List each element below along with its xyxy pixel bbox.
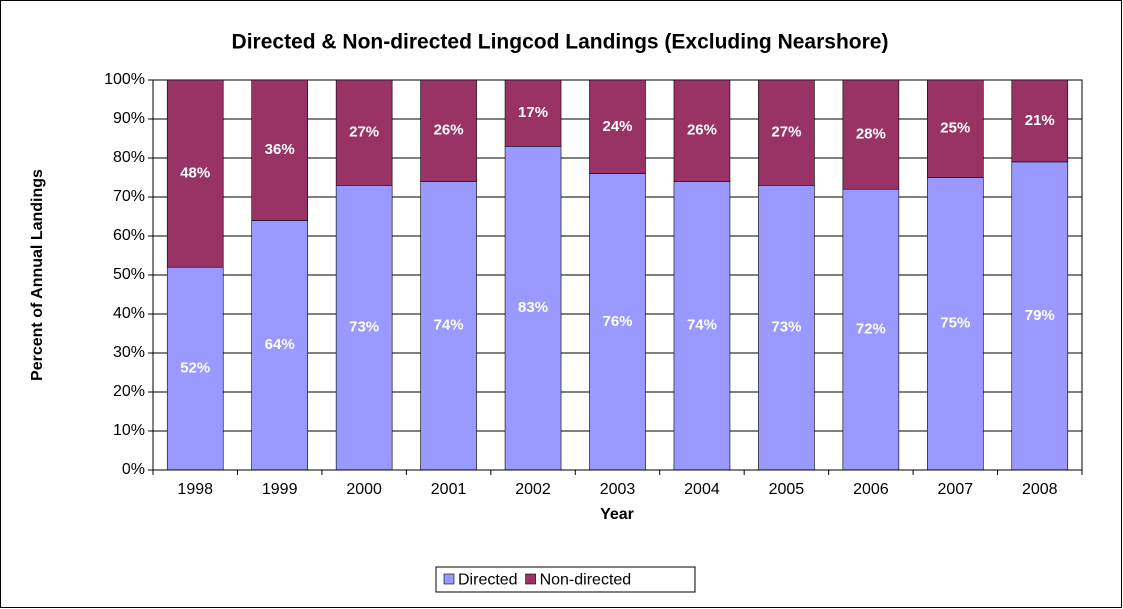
y-tick-label: 20%	[113, 383, 145, 400]
bar-segment	[673, 181, 731, 471]
bar-segment	[166, 266, 224, 471]
x-tick-label: 2002	[515, 481, 551, 498]
y-tick-label: 80%	[113, 149, 145, 166]
bar-segment	[589, 79, 646, 174]
x-axis-title: Year	[600, 506, 634, 523]
legend-swatch	[525, 573, 536, 585]
data-label: 83%	[518, 299, 548, 316]
bar-segment	[842, 188, 900, 471]
data-label: 73%	[771, 319, 801, 336]
data-label: 24%	[602, 118, 632, 135]
chart-title: Directed & Non-directed Lingcod Landings…	[232, 31, 889, 54]
data-label: 74%	[434, 317, 464, 334]
x-tick-label: 2007	[938, 481, 974, 498]
x-tick-label: 1998	[177, 481, 213, 498]
y-tick-label: 0%	[122, 461, 145, 478]
data-label: 74%	[687, 317, 717, 334]
y-tick-label: 70%	[113, 188, 145, 205]
data-label: 36%	[265, 141, 295, 158]
x-tick-label: 2001	[431, 481, 467, 498]
bar-segment	[504, 79, 562, 147]
bar-segment	[166, 79, 224, 268]
x-tick-label: 2000	[346, 481, 382, 498]
y-tick-label: 40%	[113, 305, 145, 322]
data-label: 76%	[602, 313, 632, 330]
data-label: 28%	[856, 126, 886, 143]
y-tick-label: 30%	[113, 344, 145, 361]
bar-segment	[673, 79, 731, 182]
data-label: 26%	[687, 122, 717, 139]
bar-segment	[927, 79, 984, 178]
y-tick-label: 90%	[113, 110, 145, 127]
data-label: 72%	[856, 321, 886, 338]
data-label: 25%	[940, 120, 970, 137]
bar-segment	[1011, 79, 1069, 163]
data-label: 73%	[349, 319, 379, 336]
data-label: 27%	[771, 124, 801, 141]
legend-box	[435, 566, 696, 593]
y-tick-label: 100%	[104, 71, 145, 88]
x-tick-label: 1999	[262, 481, 298, 498]
x-tick-label: 2003	[600, 481, 636, 498]
bar-segment	[758, 79, 815, 186]
bar-segment	[251, 79, 308, 221]
bar-segment	[589, 173, 646, 471]
bar-segment	[251, 220, 308, 471]
bar-segment	[335, 79, 393, 186]
bar-segment	[842, 79, 900, 190]
legend-label: Directed	[458, 572, 518, 589]
legend-label: Non-directed	[540, 572, 632, 589]
x-tick-label: 2005	[769, 481, 805, 498]
bar-segment	[420, 181, 477, 471]
y-tick-label: 60%	[113, 227, 145, 244]
x-tick-label: 2004	[684, 481, 720, 498]
y-tick-label: 10%	[113, 422, 145, 439]
data-label: 79%	[1025, 307, 1055, 324]
x-tick-label: 2008	[1022, 481, 1058, 498]
y-axis-title: Percent of Annual Landings	[29, 169, 46, 381]
data-label: 17%	[518, 104, 548, 121]
bar-segment	[335, 185, 393, 471]
legend-swatch	[443, 573, 455, 585]
data-label: 26%	[434, 122, 464, 139]
bar-segment	[927, 177, 984, 471]
bar-segment	[420, 79, 477, 182]
data-label: 75%	[940, 315, 970, 332]
data-label: 21%	[1025, 112, 1055, 129]
data-label: 52%	[180, 360, 210, 377]
x-tick-label: 2006	[853, 481, 889, 498]
data-label: 64%	[265, 336, 295, 353]
data-label: 48%	[180, 165, 210, 182]
y-tick-label: 50%	[113, 266, 145, 283]
data-label: 27%	[349, 124, 379, 141]
